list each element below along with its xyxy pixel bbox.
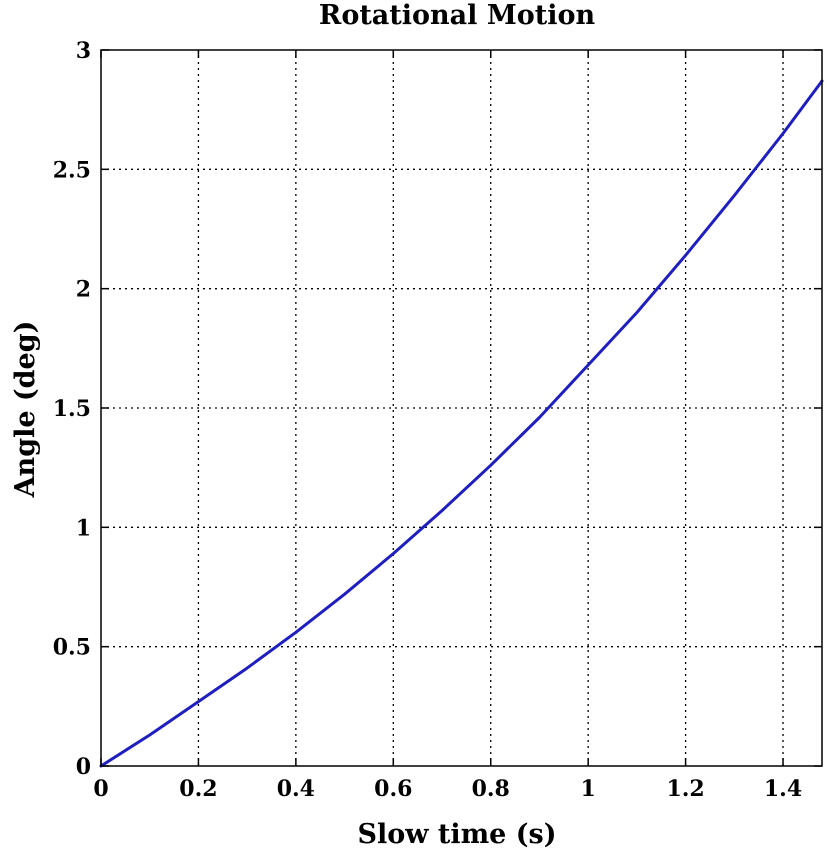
series-layer bbox=[99, 79, 824, 768]
x-tick-label: 1 bbox=[581, 776, 596, 802]
y-tick-label: 0 bbox=[76, 754, 91, 780]
y-tick-label: 2.5 bbox=[53, 157, 91, 183]
y-tick-label: 0.5 bbox=[53, 635, 91, 661]
y-axis-label: Angle (deg) bbox=[10, 321, 41, 499]
x-tick-label: 0 bbox=[93, 776, 108, 802]
y-tick-label: 3 bbox=[76, 38, 91, 64]
chart-title: Rotational Motion bbox=[319, 0, 596, 31]
x-tick-label: 1.4 bbox=[764, 776, 802, 802]
x-tick-label: 0.8 bbox=[472, 776, 510, 802]
axis-ticks: 0 0.2 0.4 0.6 0.8 1 1.2 1.4 0 0.5 1 1.5 2 2.5 3 bbox=[53, 38, 822, 802]
x-tick-label: 1.2 bbox=[666, 776, 704, 802]
x-axis-label: Slow time (s) bbox=[357, 819, 556, 850]
y-tick-label: 1.5 bbox=[53, 396, 91, 422]
x-tick-label: 0.4 bbox=[277, 776, 315, 802]
y-tick-label: 2 bbox=[76, 277, 91, 303]
y-tick-label: 1 bbox=[76, 515, 91, 541]
plot-area-frame bbox=[100, 49, 823, 767]
grid-lines bbox=[101, 50, 822, 766]
angle-series-line bbox=[99, 79, 824, 768]
x-tick-label: 0.2 bbox=[179, 776, 217, 802]
x-tick-label: 0.6 bbox=[374, 776, 412, 802]
